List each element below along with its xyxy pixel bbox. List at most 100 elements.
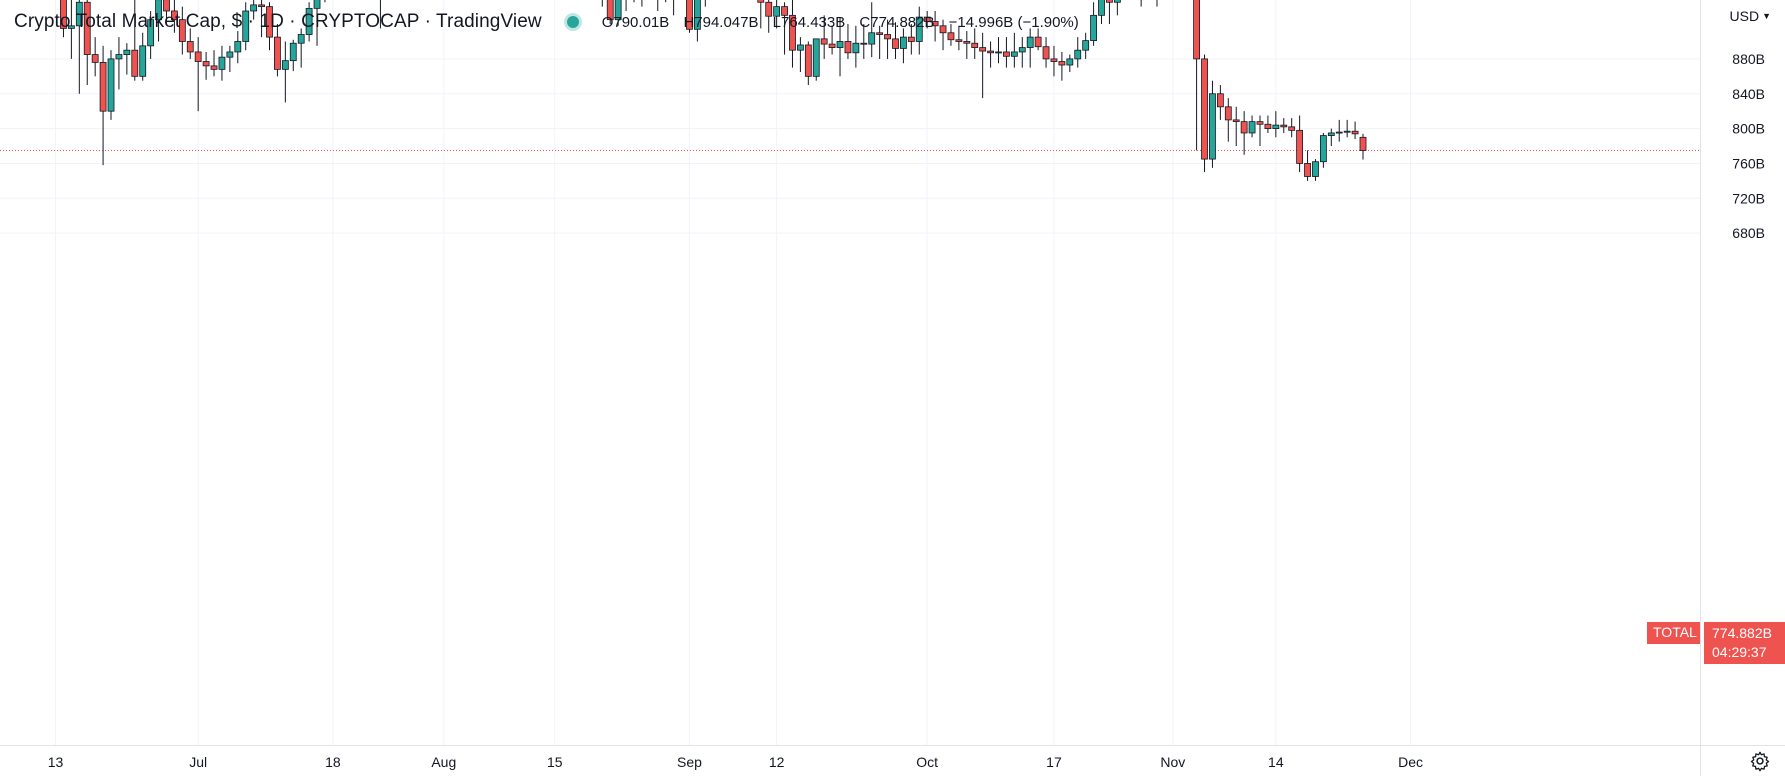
candle xyxy=(1256,115,1264,147)
candle xyxy=(1304,150,1311,181)
candle xyxy=(704,0,706,7)
candle-body xyxy=(963,41,971,44)
candle-body xyxy=(1359,136,1367,151)
candle xyxy=(606,0,614,25)
candle-body xyxy=(1010,51,1018,57)
candle xyxy=(1319,132,1327,168)
price-tick-label: 760B xyxy=(1732,155,1765,171)
candle-body xyxy=(606,0,614,21)
candle xyxy=(186,28,194,59)
candle-body xyxy=(1018,47,1026,53)
candle xyxy=(1232,106,1240,147)
candle xyxy=(1066,54,1074,72)
candle xyxy=(1216,85,1224,120)
candle-body xyxy=(923,16,931,22)
candle xyxy=(860,24,868,59)
candle-body xyxy=(1201,58,1208,160)
candle xyxy=(1296,115,1304,173)
candle-body xyxy=(797,44,804,51)
candle-body xyxy=(1003,51,1010,57)
candle-body xyxy=(1264,123,1272,130)
candle xyxy=(1098,0,1105,25)
candle xyxy=(1280,118,1288,133)
candle-body xyxy=(1193,0,1200,60)
candle xyxy=(1074,37,1082,68)
candle-body xyxy=(163,0,170,12)
candle-body xyxy=(250,4,258,12)
candle-body xyxy=(1113,0,1121,3)
candle-body xyxy=(1026,36,1034,48)
gear-icon[interactable] xyxy=(1749,750,1771,772)
candle xyxy=(828,25,836,55)
candle-body xyxy=(1296,129,1304,164)
price-tick-label: 880B xyxy=(1732,51,1765,67)
candle xyxy=(1058,51,1066,81)
price-axis: 680B 720B 760B 800B 840B 880B xyxy=(1732,51,1765,241)
candle xyxy=(641,0,643,7)
candle xyxy=(820,15,828,59)
candle xyxy=(657,0,659,11)
candle xyxy=(155,0,162,42)
candle-body xyxy=(1312,161,1319,177)
candle xyxy=(686,0,693,33)
candle xyxy=(773,0,781,29)
candle xyxy=(876,25,884,59)
market-status-icon[interactable] xyxy=(563,13,582,31)
candle-body xyxy=(1240,121,1248,134)
candle xyxy=(915,6,923,55)
candle xyxy=(900,28,907,64)
candle-body xyxy=(107,58,115,112)
candle xyxy=(614,0,622,26)
candle xyxy=(218,45,226,81)
candle xyxy=(226,45,234,72)
candle xyxy=(1312,159,1319,181)
candle xyxy=(1003,37,1010,68)
candle-body xyxy=(171,10,178,21)
candle xyxy=(963,31,971,59)
candle-body xyxy=(773,6,781,17)
candle xyxy=(266,2,273,51)
candle-body xyxy=(1082,40,1090,51)
candle-body xyxy=(955,39,963,42)
candle-body xyxy=(1335,131,1343,134)
candle-body xyxy=(836,41,844,48)
price-tick-label: 680B xyxy=(1732,225,1765,241)
candle xyxy=(1140,0,1142,7)
candle-body xyxy=(868,32,876,45)
candle xyxy=(75,0,83,94)
candle-body xyxy=(289,42,297,62)
candle-body xyxy=(971,42,979,48)
close-value: C774.882B xyxy=(859,13,935,31)
candle-body xyxy=(1106,0,1113,3)
candle xyxy=(765,0,773,33)
candle-body xyxy=(1319,135,1327,163)
candle xyxy=(1201,54,1208,173)
candle-body xyxy=(60,0,67,29)
candle-body xyxy=(1232,119,1240,123)
candle-body xyxy=(226,51,234,58)
candle xyxy=(971,28,979,59)
candle xyxy=(1288,118,1296,138)
bar-countdown: 04:29:37 xyxy=(1712,644,1767,660)
candle-body xyxy=(781,6,788,16)
candle-body xyxy=(820,38,828,45)
candle xyxy=(892,22,899,59)
candle-body xyxy=(297,34,305,44)
currency-selector[interactable]: USD ▼ xyxy=(1730,8,1771,24)
candle-body xyxy=(305,7,313,35)
candle xyxy=(305,2,313,42)
candle xyxy=(789,0,796,68)
candle-body xyxy=(852,42,860,54)
candle xyxy=(1082,32,1090,59)
candle-body xyxy=(1272,124,1280,129)
candle xyxy=(313,0,321,46)
price-tick-label: 840B xyxy=(1732,86,1765,102)
candle xyxy=(1224,98,1232,142)
candle xyxy=(995,37,1002,64)
candle xyxy=(171,0,178,33)
candle-body xyxy=(900,36,907,49)
candle-body xyxy=(83,1,91,55)
candle-body xyxy=(139,45,147,77)
